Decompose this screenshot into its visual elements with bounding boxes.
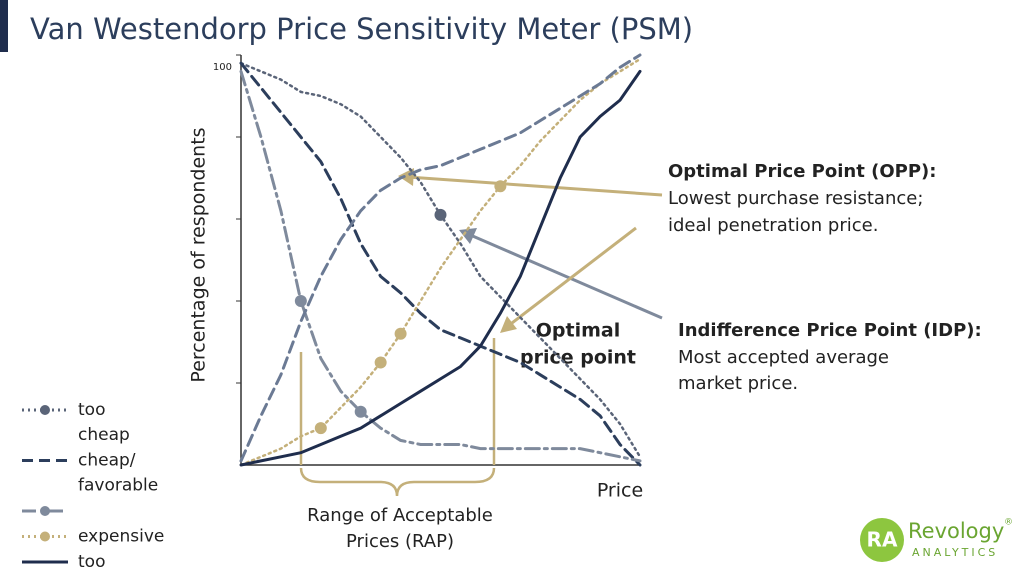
x-axis-label: Price — [597, 480, 643, 502]
logo-mark: RA — [867, 528, 898, 552]
annotation: price point — [520, 347, 636, 369]
logo-sub: ANALYTICS — [912, 546, 998, 559]
point-marker — [494, 180, 507, 193]
y-axis-label: Percentage of respondents — [188, 127, 210, 382]
annotation: Optimal Price Point (OPP): — [668, 161, 936, 182]
annotation: Optimal — [536, 320, 620, 342]
annotation: Prices (RAP) — [346, 531, 454, 552]
annotation: ideal penetration price. — [668, 215, 878, 236]
chart-title: Van Westendorp Price Sensitivity Meter (… — [30, 12, 693, 46]
legend-label: cheap/favorable — [78, 451, 158, 496]
point-marker — [354, 405, 367, 418]
annotation: market price. — [678, 373, 798, 394]
series-line — [239, 69, 642, 467]
annotation: Indifference Price Point (IDP): — [678, 320, 982, 341]
series-line — [239, 53, 642, 463]
point-marker — [314, 422, 327, 435]
legend-marker — [40, 405, 50, 415]
point-marker — [374, 356, 387, 369]
legend-label: tooexpensive — [78, 552, 164, 573]
logo-badge — [860, 518, 904, 562]
legend-marker — [40, 506, 50, 516]
point-marker — [394, 327, 407, 340]
logo-name: Revology — [908, 519, 1004, 543]
series-line — [239, 69, 642, 463]
series-line — [239, 57, 642, 467]
point-marker — [434, 208, 447, 221]
annotation: Most accepted average — [678, 347, 889, 368]
legend-label: expensive — [78, 527, 164, 547]
logo: RA Revology ® ANALYTICS — [860, 518, 1013, 562]
y-tick-label: 100 — [213, 62, 232, 73]
legend-label: too cheap — [78, 400, 130, 445]
annotation-arrows — [299, 168, 663, 497]
legend-marker — [40, 531, 50, 542]
logo-reg: ® — [1004, 518, 1013, 528]
accent-bar — [0, 0, 8, 52]
plot: 100 — [213, 53, 642, 467]
point-marker — [294, 295, 307, 307]
annotation: Lowest purchase resistance; — [668, 188, 923, 209]
series-line — [239, 61, 642, 467]
annotation: Range of Acceptable — [307, 505, 493, 526]
